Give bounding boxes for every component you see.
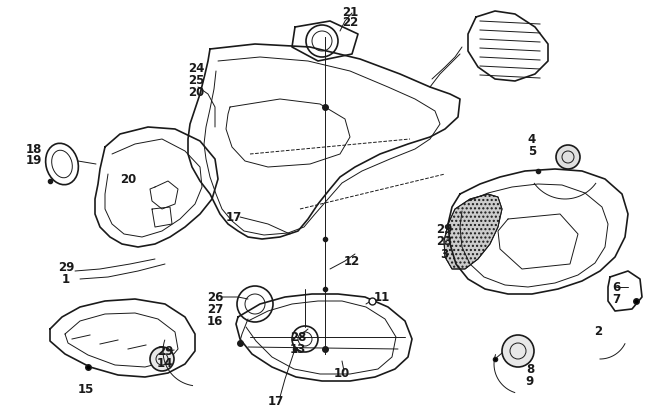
Polygon shape: [444, 194, 502, 269]
Text: 28: 28: [290, 331, 306, 344]
Text: 26: 26: [207, 291, 223, 304]
Text: 17: 17: [226, 211, 242, 224]
Text: 12: 12: [344, 255, 360, 268]
Text: 5: 5: [528, 145, 536, 158]
Circle shape: [150, 347, 174, 371]
Text: 10: 10: [334, 367, 350, 379]
Text: 3: 3: [440, 247, 448, 260]
Text: 4: 4: [528, 133, 536, 146]
Text: 17: 17: [268, 394, 284, 405]
Text: 8: 8: [526, 362, 534, 375]
Text: 14: 14: [157, 357, 173, 370]
Text: 20: 20: [120, 173, 136, 186]
Text: 13: 13: [290, 343, 306, 356]
Text: 27: 27: [207, 303, 223, 316]
Text: 29: 29: [436, 223, 452, 236]
Text: 21: 21: [342, 6, 358, 19]
Text: 2: 2: [594, 325, 602, 338]
Text: 22: 22: [342, 17, 358, 30]
Text: 16: 16: [207, 315, 223, 328]
Circle shape: [556, 146, 580, 170]
Text: 9: 9: [526, 375, 534, 388]
Text: 20: 20: [188, 85, 204, 98]
Text: 25: 25: [188, 73, 204, 86]
Text: 24: 24: [188, 62, 204, 75]
Circle shape: [502, 335, 534, 367]
Text: 19: 19: [26, 154, 42, 167]
Text: 11: 11: [374, 291, 390, 304]
Text: 1: 1: [62, 273, 70, 286]
Text: 23: 23: [436, 235, 452, 248]
Text: 29: 29: [58, 261, 74, 274]
Text: 6: 6: [612, 281, 620, 294]
Text: 18: 18: [26, 143, 42, 156]
Text: 15: 15: [78, 383, 94, 396]
Text: 7: 7: [612, 293, 620, 306]
Text: 29: 29: [157, 345, 173, 358]
